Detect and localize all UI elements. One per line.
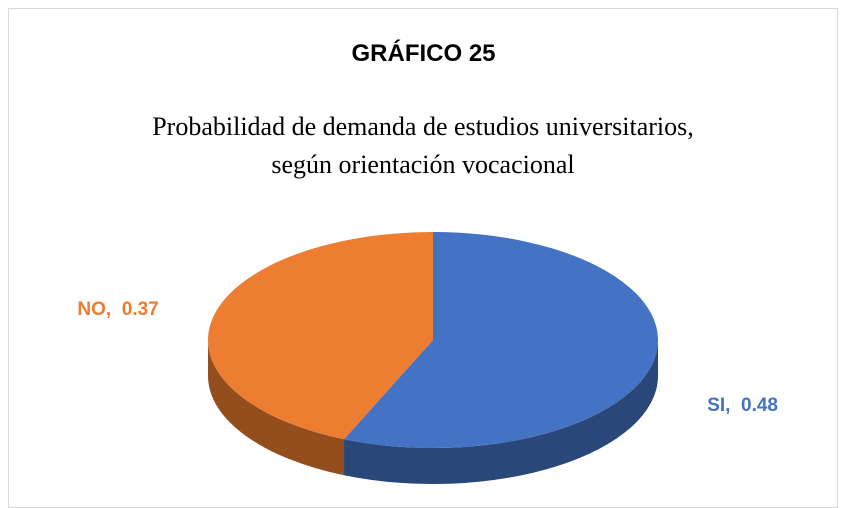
chart-subtitle: Probabilidad de demanda de estudios univ… [152, 112, 694, 179]
data-label: SI, 0.48 [707, 395, 778, 416]
pie-slice [344, 232, 658, 449]
pie-side [208, 340, 345, 476]
data-label: NO, 0.37 [77, 299, 158, 320]
chart-title: GRÁFICO 25 [351, 40, 496, 67]
pie-side [344, 340, 658, 484]
pie-slice [207, 232, 433, 440]
